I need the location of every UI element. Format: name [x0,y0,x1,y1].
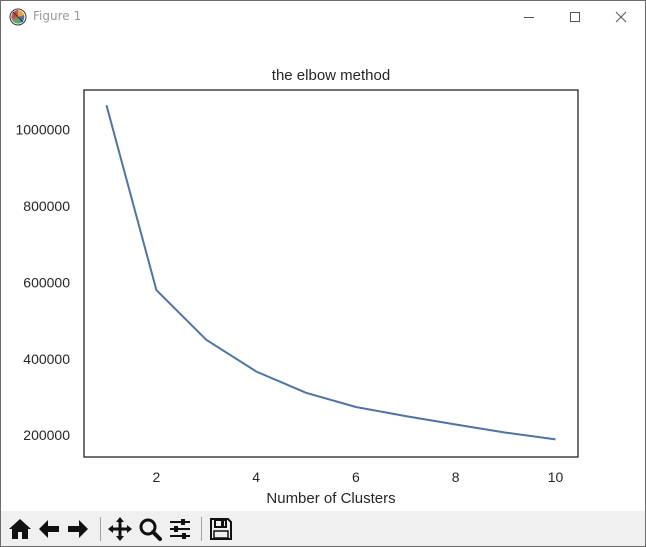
save-button[interactable] [207,515,235,543]
configure-subplots-button[interactable] [166,515,194,543]
back-arrow-icon [37,517,61,541]
home-button[interactable] [6,515,34,543]
maximize-button[interactable] [552,1,598,32]
maximize-icon [569,11,581,23]
save-icon [209,517,233,541]
y-tick-label: 600000 [23,275,70,291]
y-tick-label: 400000 [23,351,70,367]
figure-canvas[interactable]: the elbow method 2 4 6 8 10 200000 400000 6000… [1,32,645,511]
window-title: Figure 1 [33,9,82,23]
pan-button[interactable] [106,515,134,543]
x-tick-label: 2 [153,469,161,485]
series-line [105,105,556,441]
home-icon [8,517,32,541]
elbow-chart: the elbow method 2 4 6 8 10 200000 400000 6000… [15,67,579,507]
zoom-button[interactable] [136,515,164,543]
forward-arrow-icon [66,517,90,541]
y-tick-label: 800000 [23,198,70,214]
toolbar-separator [201,517,202,541]
zoom-icon [138,517,162,541]
forward-button[interactable] [64,515,92,543]
x-tick-label: 8 [452,469,460,485]
title-bar[interactable]: Figure 1 [1,1,645,32]
minimize-button[interactable] [506,1,552,32]
close-button[interactable] [598,1,644,32]
matplotlib-icon [9,8,27,26]
x-axis-label: Number of Clusters [266,490,395,507]
pan-icon [108,517,132,541]
close-icon [615,11,627,23]
x-tick-label: 6 [352,469,360,485]
x-tick-label: 4 [252,469,260,485]
toolbar-separator [100,517,101,541]
plot-area [83,89,579,458]
y-tick-label: 200000 [23,427,70,443]
minimize-icon [523,11,535,23]
back-button[interactable] [35,515,63,543]
x-tick-label: 10 [548,469,564,485]
chart-title: the elbow method [272,67,390,84]
navigation-toolbar [1,511,645,546]
y-tick-label: 1000000 [15,122,70,138]
configure-subplots-icon [168,517,192,541]
